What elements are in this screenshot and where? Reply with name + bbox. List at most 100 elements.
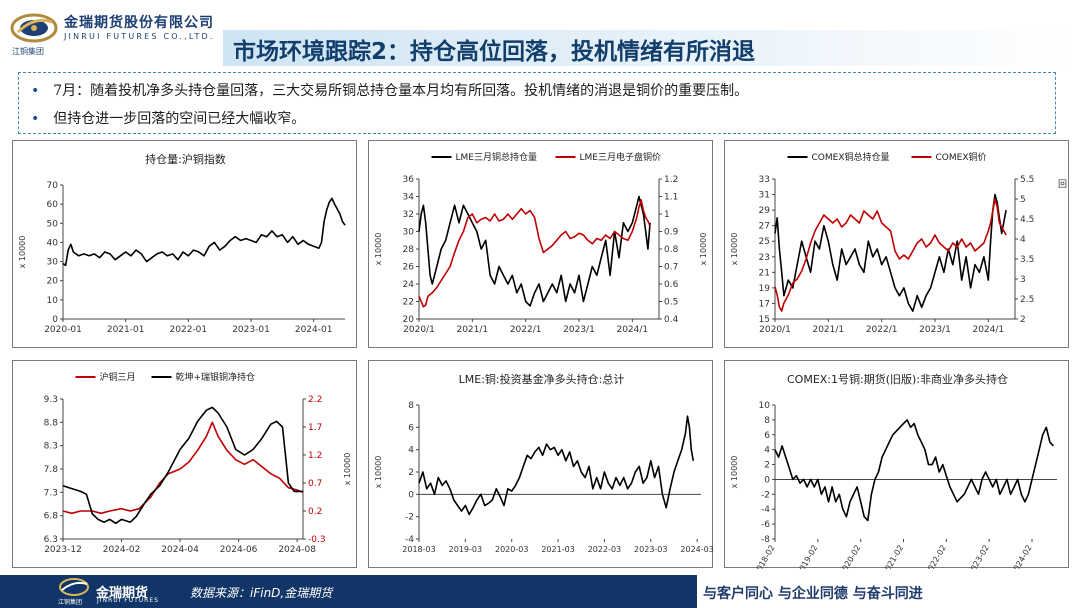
- y-tick-label: 7.3: [44, 488, 58, 498]
- y-tick-label: 17: [759, 299, 770, 309]
- slide-header: 金瑞期货股份有限公司 JINRUI FUTURES CO.,LTD. 江铜集团 …: [0, 0, 1080, 68]
- y-tick-label: 2: [1020, 315, 1026, 325]
- x-tick-label: 2022-01: [170, 325, 208, 335]
- bullet-dot-icon: •: [31, 111, 40, 127]
- y-tick-label: 0.5: [664, 298, 678, 308]
- y-tick-label: 3.5: [1020, 255, 1034, 265]
- series-line: [62, 197, 346, 267]
- footer-emblem-icon: [59, 578, 89, 596]
- y-tick-label: -6: [761, 520, 770, 530]
- y-tick-label: 15: [759, 315, 770, 325]
- y-tick-label: 20: [47, 277, 59, 287]
- y-tick-label: 0.8: [664, 245, 679, 255]
- x-tick-label: 2024-02: [1009, 544, 1034, 570]
- chart-panel-lme-open-interest: LME三月铜总持仓量 LME三月电子盘铜价 20 22 24 26 28 30 32 34 36 0.…: [368, 140, 713, 348]
- x-tick-label: 2024-08: [278, 545, 316, 555]
- legend-label: COMEX铜总持仓量: [812, 151, 890, 163]
- summary-bullet-text: 但持仓进一步回落的空间已经大幅收窄。: [53, 111, 306, 127]
- chart-title: COMEX:1号铜:期货(旧版):非商业净多头持仓: [787, 372, 1008, 386]
- data-source: 数据来源：iFinD,金瑞期货: [190, 586, 333, 600]
- x-tick-label: 2021/1: [456, 325, 488, 335]
- x-tick-label: 2022/1: [866, 325, 898, 335]
- x-tick-label: 2020/1: [403, 325, 435, 335]
- y-tick-label: 29: [759, 206, 771, 216]
- legend-label: 乾坤+瑞银铜净持仓: [176, 371, 256, 383]
- title-bar: [223, 30, 1080, 66]
- x-tick-label: 2023/1: [919, 325, 951, 335]
- chart-panel-comex-noncommercial-net: COMEX:1号铜:期货(旧版):非商业净多头持仓 -8 -6 -4 -2 0 2 4 6 8 10…: [724, 360, 1069, 570]
- legend-label: 沪铜三月: [100, 371, 136, 383]
- chart-panel-lme-fund-net-long: LME:铜:投资基金净多头持仓:总计 -4 -2 0 2 4 6 8 x 10000 2018-0…: [368, 360, 714, 568]
- y-axis-label: x 10000: [730, 233, 739, 266]
- y-tick-label: 6.3: [44, 535, 58, 545]
- y-tick-label: 4: [764, 446, 770, 456]
- y-tick-label: 2: [764, 461, 770, 471]
- chart-panel-shfe-net-position: 沪铜三月 乾坤+瑞银铜净持仓 6.3 6.8 7.3 7.8 8.3 8.8 9.3 -0.3 0.…: [12, 360, 357, 568]
- y-tick-label: 34: [403, 193, 415, 203]
- y-tick-label: 5.5: [1020, 175, 1034, 185]
- y-tick-label: 0.9: [664, 228, 679, 238]
- x-tick-label: 2021-01: [107, 325, 145, 335]
- y-axis-label: x 10000: [374, 456, 383, 489]
- series-line: [418, 415, 695, 516]
- slide-title: 市场环境跟踪2：持仓高位回落，投机情绪有所消退: [233, 39, 756, 65]
- y-tick-label: 0.7: [664, 263, 678, 273]
- chart-svg: LME:铜:投资基金净多头持仓:总计 -4 -2 0 2 4 6 8 x 10000 2018-0…: [374, 372, 714, 554]
- x-tick-label: 2023-02: [966, 544, 991, 570]
- y-tick-label: 3: [1020, 275, 1026, 285]
- x-tick-label: 2024-02: [103, 545, 141, 555]
- x-tick-label: 2020/1: [759, 325, 791, 335]
- y-tick-label: 10: [759, 401, 771, 411]
- y-tick-label: 21: [759, 268, 770, 278]
- y-tick-label: 8: [408, 401, 414, 411]
- y-tick-label: 4.5: [1020, 215, 1034, 225]
- y-tick-label: 25: [759, 237, 770, 247]
- y-tick-label: 30: [403, 228, 415, 238]
- y-tick-label: 70: [47, 181, 59, 191]
- y-tick-label: 33: [759, 175, 770, 185]
- footer-brand-cn: 金瑞期货: [96, 586, 149, 601]
- y-tick-label: 50: [47, 219, 59, 229]
- y-tick-label: 2.5: [1020, 295, 1034, 305]
- y-tick-label: 0: [52, 315, 58, 325]
- chart-title: 持仓量:沪铜指数: [145, 152, 226, 166]
- series-line: [418, 195, 651, 307]
- series-line: [774, 198, 1007, 312]
- y-tick-label: 30: [47, 258, 59, 268]
- x-tick-label: 2021/1: [812, 325, 844, 335]
- y-tick-label: 31: [759, 191, 770, 201]
- series-line: [418, 199, 651, 308]
- summary-bullet: • 但持仓进一步回落的空间已经大幅收窄。: [31, 108, 305, 128]
- y-tick-label: 10: [47, 296, 59, 306]
- y-tick-label: 1.1: [664, 193, 678, 203]
- x-tick-label: 2023/1: [563, 325, 595, 335]
- legend-label: LME三月铜总持仓量: [456, 151, 537, 163]
- y-tick-label: 22: [403, 298, 414, 308]
- y-axis-label-right: x 10000: [699, 233, 708, 266]
- y-tick-label: 5: [1020, 195, 1026, 205]
- y-tick-label: 28: [403, 245, 415, 255]
- bullet-dot-icon: •: [31, 83, 40, 99]
- y-tick-label: 1.2: [308, 451, 322, 461]
- y-tick-label: 0.4: [664, 315, 679, 325]
- chart-svg: 持仓量:沪铜指数 0 10 20 30 40 50 60 70 x 10000 2020-01 202…: [18, 152, 346, 335]
- y-tick-label: 19: [759, 284, 771, 294]
- y-tick-label: 0.7: [308, 479, 322, 489]
- x-tick-label: 2024-01: [295, 325, 333, 335]
- legend-label: LME三月电子盘铜价: [580, 151, 661, 163]
- y-tick-label: 23: [759, 253, 770, 263]
- x-tick-label: 2023-12: [44, 545, 82, 555]
- y-tick-label: 32: [403, 210, 414, 220]
- chart-title: LME:铜:投资基金净多头持仓:总计: [459, 372, 625, 386]
- y-tick-label: 27: [759, 222, 770, 232]
- group-name: 江铜集团: [12, 47, 44, 56]
- x-tick-label: 2020-03: [495, 545, 528, 554]
- y-tick-label: 6: [408, 423, 414, 433]
- y-axis-label-right: x 10000: [343, 453, 352, 486]
- x-tick-label: 2024/1: [972, 325, 1004, 335]
- y-tick-label: -2: [761, 490, 770, 500]
- x-tick-label: 2019-02: [795, 544, 820, 570]
- y-tick-label: 24: [403, 280, 415, 290]
- company-name-en: JINRUI FUTURES CO.,LTD.: [64, 32, 215, 41]
- summary-box: • 7月：随着投机净多头持仓量回落，三大交易所铜总持仓量本月均有所回落。投机情绪的…: [18, 72, 1056, 134]
